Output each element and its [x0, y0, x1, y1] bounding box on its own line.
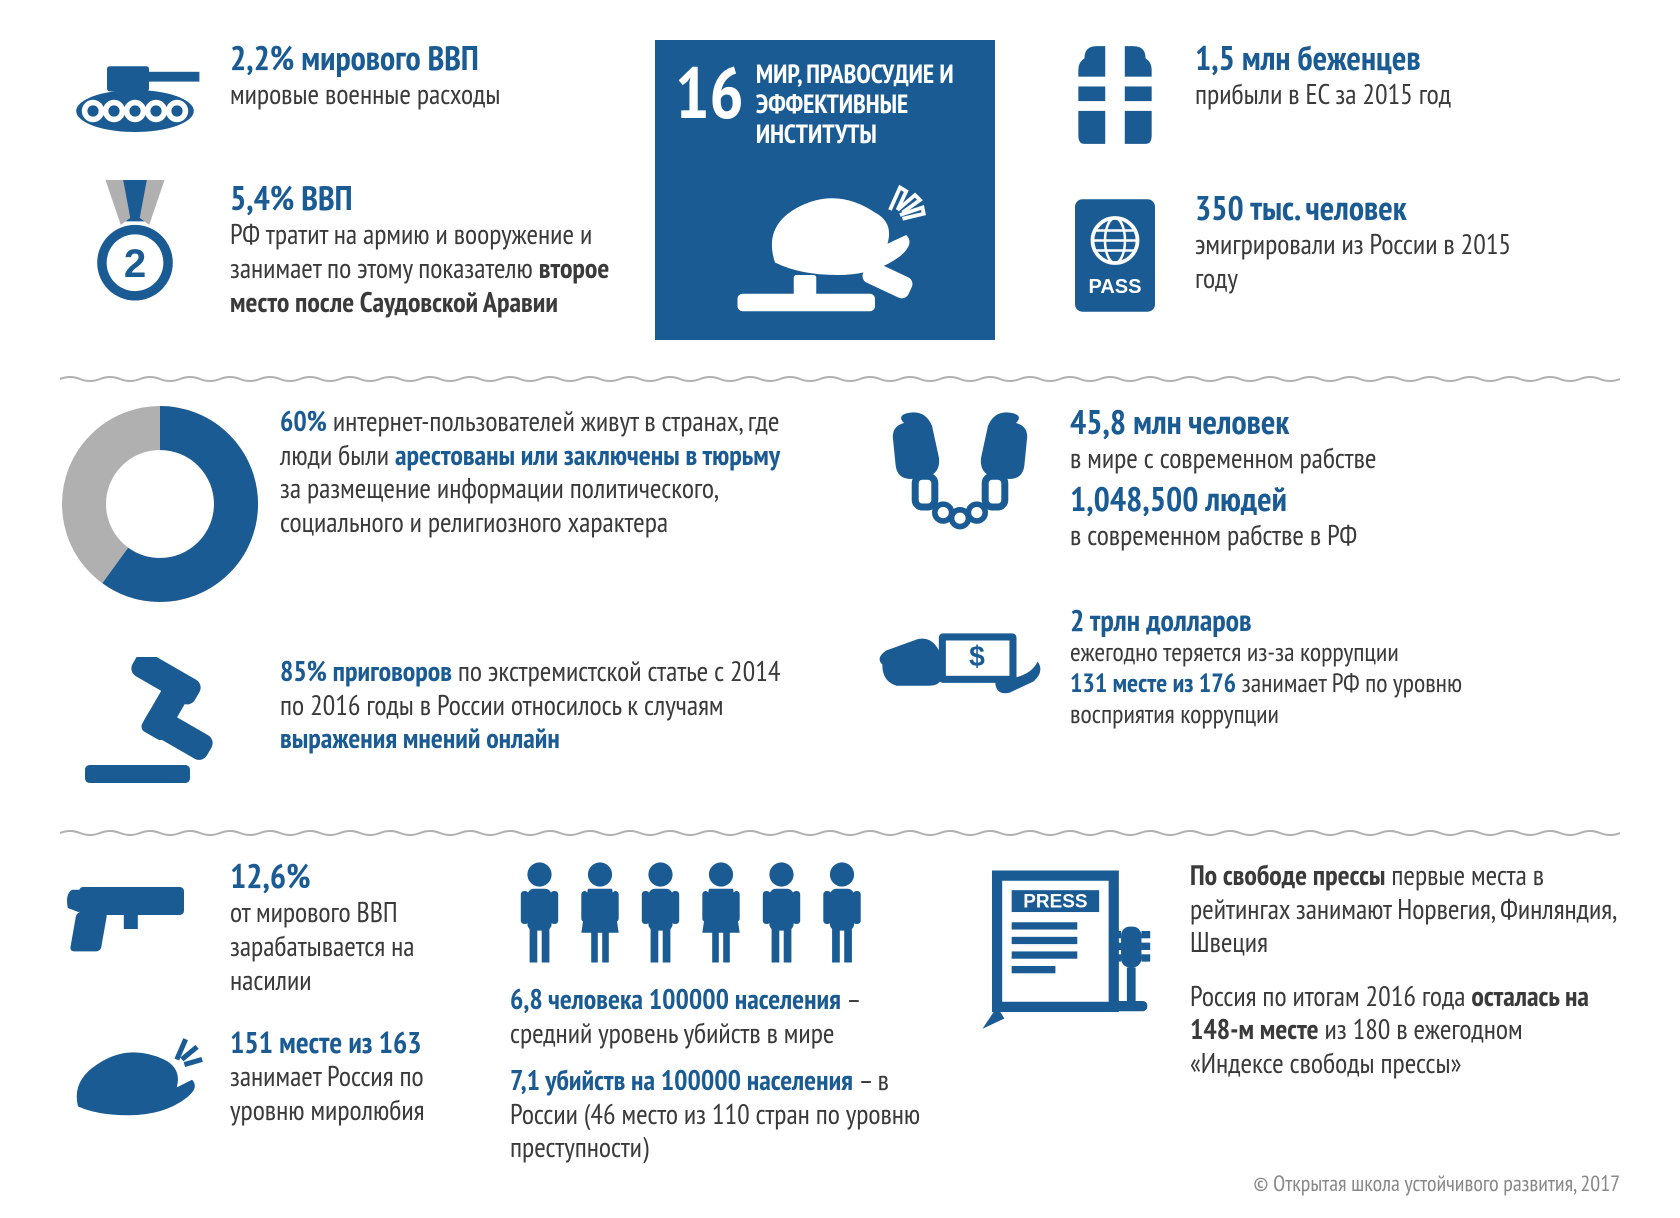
svg-text:2: 2	[124, 241, 146, 286]
dove-gavel-icon	[675, 150, 975, 350]
passport-headline: 350 тыс. человек	[1195, 190, 1555, 227]
svg-text:PASS: PASS	[1089, 276, 1142, 298]
people-line2: 7,1 убийств на 100000 населения – в Росс…	[510, 1063, 930, 1164]
passport-sub: эмигрировали из России в 2015 году	[1195, 227, 1555, 294]
footer-credit: © Открытая школа устойчивого развития, 2…	[1253, 1170, 1620, 1198]
passport-icon: PASS	[1055, 190, 1175, 320]
svg-text:PRESS: PRESS	[1023, 891, 1087, 912]
military-gdp-sub: мировые военные расходы	[230, 77, 500, 111]
stat-passport: PASS 350 тыс. человек эмигрировали из Ро…	[1055, 190, 1620, 320]
row-3: 12,6% от мирового ВВП зарабатывается на …	[60, 858, 1620, 1164]
stat-internet-arrests: 60% интернет-пользователей живут в стран…	[60, 404, 810, 604]
gun-headline: 12,6%	[230, 858, 470, 895]
corruption-line2: 131 месте из 176 занимает РФ по уровню в…	[1070, 668, 1550, 730]
dove-icon	[60, 1026, 210, 1136]
stat-medal: 2 5,4% ВВП РФ тратит на армию и вооружен…	[60, 180, 625, 318]
sdg-number: 16	[675, 60, 744, 125]
press-p1: По свободе прессы первые места в рейтинг…	[1190, 858, 1620, 959]
press-p2: Россия по итогам 2016 года осталась на 1…	[1190, 979, 1620, 1080]
gavel-icon	[60, 654, 260, 794]
gun-icon	[60, 858, 210, 958]
row2-left-col: 60% интернет-пользователей живут в стран…	[60, 404, 810, 794]
bribe-icon: $	[870, 604, 1050, 724]
row-2: 60% интернет-пользователей живут в стран…	[60, 404, 1620, 794]
laptop-icon	[132, 480, 188, 529]
donut-text: 60% интернет-пользователей живут в стран…	[280, 404, 800, 538]
lifejacket-icon	[1055, 40, 1175, 150]
stat-gavel: 85% приговоров по экстремистской статье …	[60, 654, 810, 794]
handcuffs-icon	[870, 404, 1050, 554]
corruption-h1: 2 трлн долларов	[1070, 604, 1550, 637]
wavy-divider-2	[60, 822, 1620, 830]
row1-right-col: 1,5 млн беженцев прибыли в ЕС за 2015 го…	[1025, 40, 1620, 320]
slavery-h2: 1,048,500 людей	[1070, 481, 1376, 518]
row3-col1: 12,6% от мирового ВВП зарабатывается на …	[60, 858, 470, 1164]
stat-dove: 151 месте из 163 занимает Россия по уров…	[60, 1026, 470, 1136]
corruption-s1: ежегодно теряется из-за коррупции	[1070, 637, 1550, 668]
stat-slavery: 45,8 млн человек в мире с современном ра…	[870, 404, 1620, 554]
slavery-s2: в современном рабстве в РФ	[1070, 518, 1376, 552]
medal-icon: 2	[60, 180, 210, 310]
donut-chart	[60, 404, 260, 604]
stat-military-gdp: 2,2% мирового ВВП мировые военные расход…	[60, 40, 625, 140]
gavel-text: 85% приговоров по экстремистской статье …	[280, 654, 800, 755]
wavy-divider-1	[60, 368, 1620, 376]
stat-gun: 12,6% от мирового ВВП зарабатывается на …	[60, 858, 470, 996]
refugees-sub: прибыли в ЕС за 2015 год	[1195, 77, 1451, 111]
tank-icon	[60, 40, 210, 140]
dove-sub: занимает Россия по уровню миролюбия	[230, 1059, 470, 1126]
slavery-s1: в мире с современном рабстве	[1070, 441, 1376, 475]
svg-text:$: $	[969, 639, 985, 671]
stat-press: PRESS По свободе прессы первые места в р…	[970, 858, 1620, 1164]
stat-corruption: $ 2 трлн долларов ежегодно теряется из-з…	[870, 604, 1620, 731]
medal-headline: 5,4% ВВП	[230, 180, 625, 217]
sdg-title: МИР, ПРАВОСУДИЕ И ЭФФЕКТИВНЫЕ ИНСТИТУТЫ	[756, 60, 975, 150]
gun-sub: от мирового ВВП зарабатывается на насили…	[230, 895, 470, 996]
sdg-badge: 16 МИР, ПРАВОСУДИЕ И ЭФФЕКТИВНЫЕ ИНСТИТУ…	[655, 40, 995, 340]
slavery-h1: 45,8 млн человек	[1070, 404, 1376, 441]
military-gdp-headline: 2,2% мирового ВВП	[230, 40, 500, 77]
press-icon: PRESS	[970, 858, 1170, 1038]
row-1: 2,2% мирового ВВП мировые военные расход…	[60, 40, 1620, 340]
refugees-headline: 1,5 млн беженцев	[1195, 40, 1451, 77]
row3-col2: 6,8 человека 100000 населения – средний …	[510, 858, 930, 1164]
row2-right-col: 45,8 млн человек в мире с современном ра…	[870, 404, 1620, 794]
people-row-icon	[510, 858, 930, 968]
row1-left-col: 2,2% мирового ВВП мировые военные расход…	[60, 40, 625, 318]
people-line1: 6,8 человека 100000 населения – средний …	[510, 982, 930, 1049]
medal-sub: РФ тратит на армию и вооружение и занима…	[230, 217, 625, 318]
stat-refugees: 1,5 млн беженцев прибыли в ЕС за 2015 го…	[1055, 40, 1620, 150]
dove-headline: 151 месте из 163	[230, 1026, 470, 1059]
